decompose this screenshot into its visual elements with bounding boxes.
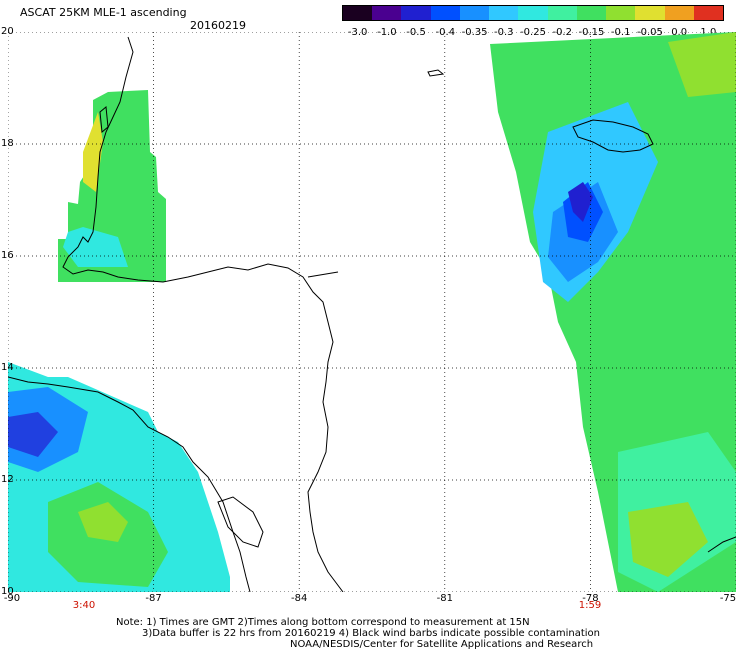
lon-label: -81 — [436, 593, 453, 604]
graticule — [8, 32, 736, 592]
colorbar-label: -0.15 — [578, 27, 605, 38]
colorbar-swatch — [664, 6, 694, 20]
product-title: ASCAT 25KM MLE-1 ascending — [20, 6, 187, 19]
colorbar-swatch — [343, 6, 373, 20]
colorbar-label: -1.0 — [377, 27, 397, 38]
coast-honduras — [8, 376, 251, 592]
colorbar-label: -0.2 — [552, 27, 572, 38]
lon-label: -87 — [145, 593, 162, 604]
colorbar-swatch — [547, 6, 577, 20]
island-small-1 — [427, 69, 445, 77]
colorbar-swatch — [489, 6, 519, 20]
coastlines — [8, 36, 736, 592]
colorbar-label: -0.05 — [636, 27, 663, 38]
lat-label: 18 — [1, 138, 14, 149]
lat-label: 16 — [1, 250, 14, 261]
wind-map — [8, 32, 736, 592]
colorbar-swatch — [401, 6, 431, 20]
colorbar-label: 1.0 — [700, 27, 717, 38]
time-label: 1:59 — [578, 600, 602, 611]
footnote-1: Note: 1) Times are GMT 2)Times along bot… — [116, 617, 530, 628]
colorbar-label: -0.5 — [406, 27, 426, 38]
colorbar-swatch — [430, 6, 460, 20]
colorbar-swatch — [518, 6, 548, 20]
time-label: 3:40 — [72, 600, 96, 611]
colorbar — [342, 5, 724, 21]
lon-label: -78 — [582, 593, 599, 604]
footnote-3: NOAA/NESDIS/Center for Satellite Applica… — [290, 639, 594, 650]
island-small-2 — [217, 496, 264, 548]
scatterometer-swaths — [8, 32, 736, 592]
island-jamaica — [572, 119, 654, 153]
lat-label: 10 — [1, 586, 14, 597]
lon-label: -90 — [3, 593, 21, 604]
colorbar-label: -0.1 — [610, 27, 631, 38]
colorbar-swatch — [576, 6, 607, 20]
island-cozumel — [99, 106, 109, 133]
colorbar-label: -3.0 — [347, 27, 368, 38]
lat-label: 14 — [1, 362, 14, 373]
lat-label: 20 — [1, 26, 14, 37]
colorbar-label: -0.4 — [435, 27, 456, 38]
island-hispaniola — [707, 536, 736, 553]
product-date: 20160219 — [190, 19, 246, 32]
lon-label: -84 — [291, 593, 308, 604]
colorbar-label: -0.3 — [494, 27, 514, 38]
colorbar-swatch — [459, 6, 490, 20]
colorbar-swatch — [635, 6, 665, 20]
colorbar-swatch — [693, 6, 724, 20]
colorbar-label: -0.25 — [520, 27, 546, 38]
footnote-2: 3)Data buffer is 22 hrs from 20160219 4)… — [142, 628, 600, 639]
colorbar-label: 0.0 — [671, 27, 688, 38]
coast-cuba — [307, 271, 339, 278]
lon-label: -75 — [719, 593, 737, 604]
coast-yucatan — [62, 36, 344, 592]
lat-label: 12 — [1, 474, 14, 485]
colorbar-swatch — [606, 6, 636, 20]
colorbar-swatch — [372, 6, 402, 20]
colorbar-label: -0.35 — [461, 27, 488, 38]
